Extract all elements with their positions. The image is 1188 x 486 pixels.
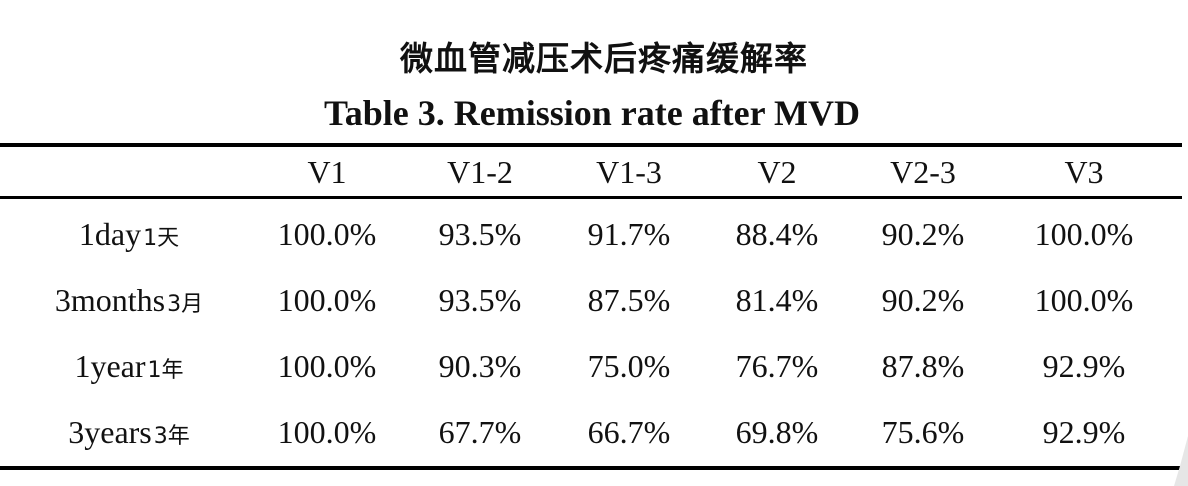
corner-watermark-shape (1174, 436, 1188, 486)
row-label-chinese: 3年 (153, 423, 190, 449)
table-cell: 100.0% (277, 281, 377, 318)
table-cell: 87.8% (881, 347, 965, 384)
table-title-english: Table 3. Remission rate after MVD (324, 93, 860, 133)
table-title-chinese: 微血管减压术后疼痛缓解率 (400, 39, 808, 78)
row-label-english: 1day (78, 215, 142, 252)
row-label-english: 1year (74, 347, 146, 384)
column-header: V1-2 (447, 153, 513, 190)
table-row: 3months3月 100.0% 93.5% 87.5% 81.4% 90.2%… (0, 267, 1182, 333)
table-cell: 87.5% (587, 281, 671, 318)
table-cell: 69.8% (735, 413, 819, 450)
header-row: V1 V1-2 V1-3 V2 V2-3 V3 (0, 147, 1182, 197)
table-cell: 67.7% (438, 413, 522, 450)
row-label: 3years3年 (0, 399, 258, 465)
table-cell: 90.2% (881, 281, 965, 318)
table-cell: 92.9% (1042, 413, 1126, 450)
table-cell: 100.0% (277, 413, 377, 450)
table-cell: 91.7% (587, 215, 671, 252)
table-cell: 100.0% (277, 215, 377, 252)
table-cell: 90.3% (438, 347, 522, 384)
table-header-rule (0, 196, 1182, 199)
table-cell: 66.7% (587, 413, 671, 450)
table-cell: 90.2% (881, 215, 965, 252)
table-cell: 100.0% (277, 347, 377, 384)
table-cell: 93.5% (438, 215, 522, 252)
table-cell: 81.4% (735, 281, 819, 318)
table-cell: 100.0% (1034, 281, 1134, 318)
row-label: 1day1天 (0, 197, 258, 267)
table-top-rule (0, 143, 1182, 147)
table-cell: 92.9% (1042, 347, 1126, 384)
table-cell: 93.5% (438, 281, 522, 318)
column-header: V2-3 (890, 153, 956, 190)
table-cell: 100.0% (1034, 215, 1134, 252)
row-label-english: 3months (54, 281, 166, 318)
table-cell: 76.7% (735, 347, 819, 384)
column-header: V3 (1064, 153, 1104, 190)
row-label-english: 3years (68, 413, 152, 450)
table-row: 1day1天 100.0% 93.5% 91.7% 88.4% 90.2% 10… (0, 197, 1182, 267)
column-header: V1-3 (596, 153, 662, 190)
row-label-chinese: 1天 (143, 225, 180, 251)
row-label-chinese: 3月 (167, 291, 204, 317)
table-row: 3years3年 100.0% 67.7% 66.7% 69.8% 75.6% … (0, 399, 1182, 465)
table-cell: 75.0% (587, 347, 671, 384)
table-bottom-rule (0, 466, 1182, 470)
table-cell: 75.6% (881, 413, 965, 450)
column-header: V1 (307, 153, 347, 190)
row-label: 1year1年 (0, 333, 258, 399)
column-header: V2 (757, 153, 797, 190)
table-cell: 88.4% (735, 215, 819, 252)
row-label-chinese: 1年 (147, 357, 184, 383)
column-header-empty (0, 147, 258, 197)
table-row: 1year1年 100.0% 90.3% 75.0% 76.7% 87.8% 9… (0, 333, 1182, 399)
remission-table: V1 V1-2 V1-3 V2 V2-3 V3 1day1天 100.0% 93… (0, 147, 1182, 465)
row-label: 3months3月 (0, 267, 258, 333)
